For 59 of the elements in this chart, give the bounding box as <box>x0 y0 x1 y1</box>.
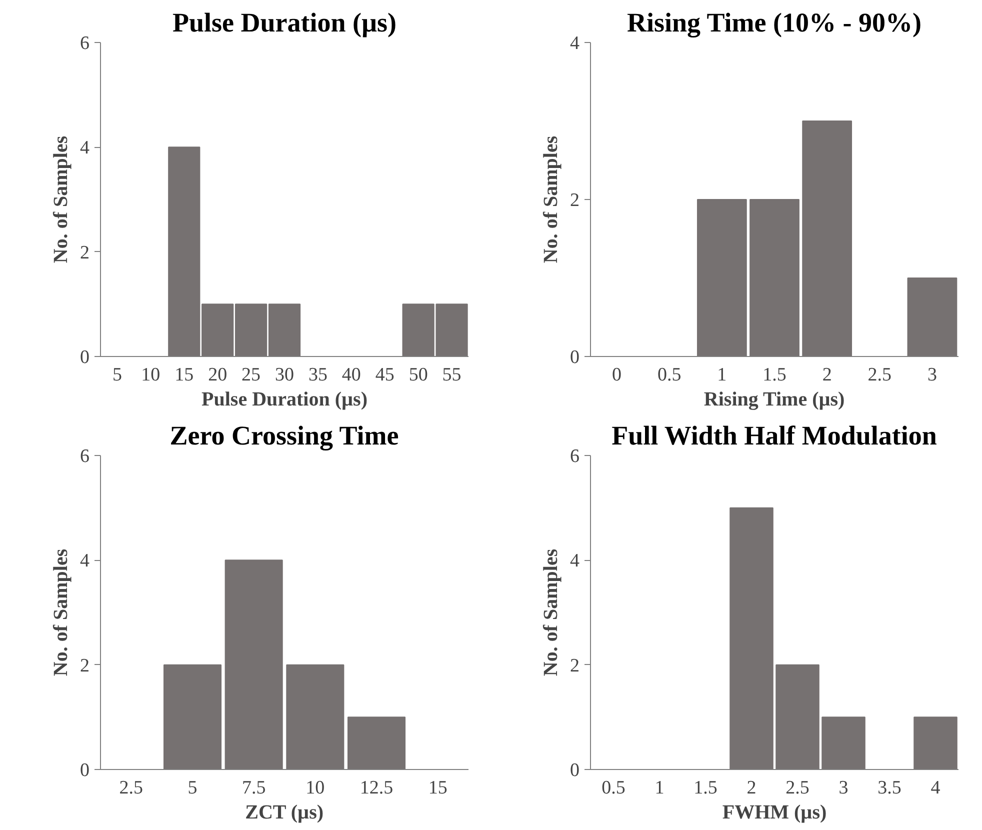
x-tick-label: 10 <box>306 778 325 798</box>
y-tick-label: 0 <box>570 760 580 781</box>
y-tick-label: 2 <box>570 190 580 211</box>
y-tick-label: 4 <box>80 138 90 159</box>
x-tick-label: 15 <box>174 364 194 386</box>
y-tick-label: 6 <box>80 446 90 467</box>
x-tick-label: 15 <box>428 778 448 798</box>
y-axis-title: No. of Samples <box>540 548 562 676</box>
y-tick-label: 2 <box>80 655 90 676</box>
x-tick-label: 2.5 <box>868 364 892 386</box>
x-tick-label: 2 <box>822 364 832 386</box>
x-tick-label: 3 <box>838 778 848 798</box>
x-tick-label: 1.5 <box>762 364 786 386</box>
y-axis-title: No. of Samples <box>50 136 72 264</box>
y-tick-label: 6 <box>80 33 90 54</box>
x-tick-label: 0.5 <box>602 778 626 798</box>
y-tick-label: 4 <box>570 550 580 572</box>
y-tick-label: 4 <box>570 33 580 54</box>
x-tick-label: 1 <box>654 778 664 798</box>
x-tick-label: 2.5 <box>786 778 810 798</box>
x-tick-label: 5 <box>188 778 198 798</box>
x-tick-label: 2 <box>746 778 756 798</box>
x-tick-label: 1 <box>717 364 727 386</box>
chart-title: Rising Time (10% - 90%) <box>627 8 922 38</box>
y-axis-title: No. of Samples <box>50 548 72 676</box>
x-tick-label: 30 <box>275 364 294 386</box>
y-tick-label: 4 <box>80 550 90 572</box>
x-tick-label: 2.5 <box>119 778 144 798</box>
x-tick-label: 5 <box>112 364 122 386</box>
x-tick-label: 35 <box>308 364 328 386</box>
chart-title: Full Width Half Modulation <box>612 420 937 450</box>
x-tick-label: 10 <box>141 364 160 386</box>
x-tick-label: 12.5 <box>360 778 394 798</box>
x-tick-label: 20 <box>208 364 228 386</box>
y-tick-label: 0 <box>570 347 580 368</box>
x-tick-label: 3.5 <box>878 778 902 798</box>
chart-title: Pulse Duration (µs) <box>172 8 397 38</box>
x-tick-label: 4 <box>930 778 941 798</box>
chart-title: Zero Crossing Time <box>170 420 399 450</box>
x-tick-label: 7.5 <box>242 778 266 798</box>
x-axis-title: Pulse Duration (µs) <box>202 388 368 410</box>
y-tick-label: 2 <box>570 655 580 676</box>
x-axis-title: Rising Time (µs) <box>704 388 845 410</box>
x-tick-label: 0.5 <box>657 364 682 386</box>
y-tick-label: 0 <box>80 347 90 368</box>
x-tick-label: 1.5 <box>694 778 718 798</box>
y-tick-label: 6 <box>570 446 580 467</box>
x-axis-title: FWHM (µs) <box>722 802 827 824</box>
x-axis-title: ZCT (µs) <box>245 802 324 824</box>
x-tick-label: 3 <box>927 364 937 386</box>
y-tick-label: 2 <box>80 242 90 264</box>
x-tick-label: 45 <box>375 364 394 386</box>
y-axis-title: No. of Samples <box>540 136 562 264</box>
y-tick-label: 0 <box>80 760 90 781</box>
x-tick-label: 25 <box>242 364 261 386</box>
x-tick-label: 50 <box>408 364 428 386</box>
x-tick-label: 40 <box>342 364 361 386</box>
x-tick-label: 0 <box>612 364 622 386</box>
x-tick-label: 55 <box>442 364 462 386</box>
